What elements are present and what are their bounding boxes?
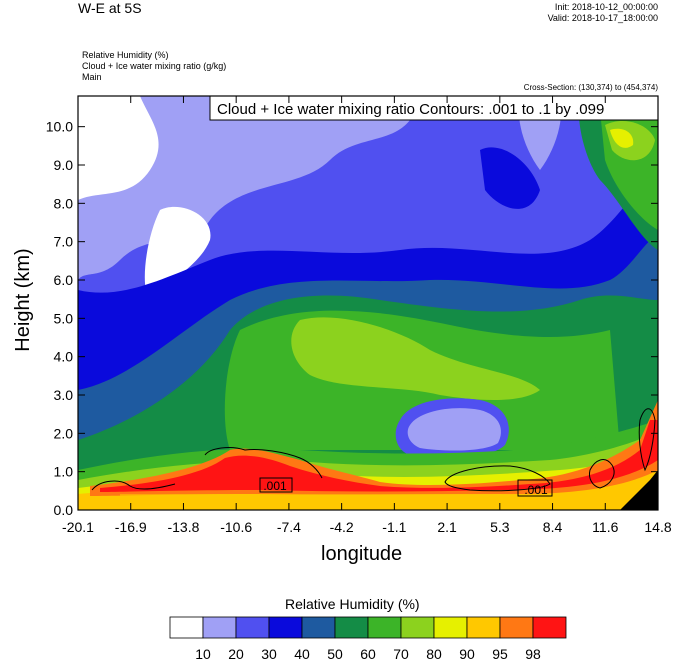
colorbar-swatch	[235, 616, 270, 639]
y-tick-label: 8.0	[54, 195, 74, 211]
colorbar-swatch	[367, 616, 402, 639]
colorbar-swatch	[268, 616, 303, 639]
y-tick-label: 10.0	[46, 119, 73, 135]
y-tick-label: 0.0	[54, 502, 74, 518]
field-label-rh: Relative Humidity (%)	[82, 50, 169, 60]
field-label-main: Main	[82, 72, 102, 82]
rh-field	[78, 96, 658, 510]
colorbar: 10 20 30 40 50 60 70 80 90 95 98	[169, 616, 567, 662]
y-tick-label: 9.0	[54, 157, 74, 173]
colorbar-swatch	[202, 616, 237, 639]
cross-section-label: Cross-Section: (130,374) to (454,374)	[523, 83, 658, 92]
init-time: Init: 2018-10-12_00:00:00	[554, 2, 658, 12]
x-tick-label: 11.6	[592, 519, 618, 535]
colorbar-swatch	[532, 616, 567, 639]
contour-label-1: .001	[263, 479, 287, 493]
y-tick-label: 5.0	[54, 310, 74, 326]
y-tick-label: 1.0	[54, 464, 74, 480]
colorbar-label: 50	[327, 646, 343, 662]
cloud-contours	[91, 408, 656, 497]
colorbar-label: 70	[393, 646, 409, 662]
colorbar-label: 30	[261, 646, 277, 662]
colorbar-label: 90	[459, 646, 475, 662]
x-tick-label: -4.2	[330, 519, 354, 535]
y-tick-label: 7.0	[54, 234, 74, 250]
colorbar-swatch	[466, 616, 501, 639]
colorbar-label: 60	[360, 646, 376, 662]
colorbar-swatch	[400, 616, 435, 639]
x-tick-label: -13.8	[167, 519, 199, 535]
y-axis: 0.0 1.0 2.0 3.0 4.0 5.0 6.0 7.0 8.0 9.0 10.0	[46, 119, 658, 518]
x-tick-label: -16.9	[115, 519, 147, 535]
x-tick-label: 14.8	[644, 519, 671, 535]
x-tick-label: -10.6	[220, 519, 252, 535]
y-tick-label: 3.0	[54, 387, 74, 403]
colorbar-label: 80	[426, 646, 442, 662]
colorbar-title: Relative Humidity (%)	[285, 596, 420, 612]
y-tick-label: 4.0	[54, 349, 74, 365]
colorbar-swatch	[433, 616, 468, 639]
colorbar-label: 40	[294, 646, 310, 662]
y-tick-label: 2.0	[54, 425, 74, 441]
chart-title: W-E at 5S	[78, 0, 142, 16]
colorbar-label: 98	[525, 646, 541, 662]
x-tick-label: 5.3	[490, 519, 510, 535]
y-axis-label: Height (km)	[12, 248, 34, 352]
colorbar-swatch	[334, 616, 369, 639]
valid-time: Valid: 2018-10-17_18:00:00	[547, 13, 658, 23]
plot-frame	[77, 95, 659, 511]
colorbar-swatch	[301, 616, 336, 639]
colorbar-swatch	[169, 616, 204, 639]
contour-note: Cloud + Ice water mixing ratio Contours:…	[217, 101, 604, 118]
colorbar-label: 10	[195, 646, 211, 662]
colorbar-swatch	[499, 616, 534, 639]
x-tick-label: 8.4	[543, 519, 563, 535]
y-tick-label: 6.0	[54, 272, 74, 288]
colorbar-label: 20	[228, 646, 244, 662]
colorbar-label: 95	[492, 646, 508, 662]
x-tick-label: -20.1	[62, 519, 94, 535]
x-axis: -20.1 -16.9 -13.8 -10.6 -7.4 -4.2 -1.1 2.1 5.3 8.…	[62, 96, 672, 535]
x-tick-label: -1.1	[382, 519, 406, 535]
x-tick-label: -7.4	[277, 519, 301, 535]
x-axis-label: longitude	[321, 543, 403, 565]
field-label-cloud-ice: Cloud + Ice water mixing ratio (g/kg)	[82, 61, 227, 71]
x-tick-label: 2.1	[437, 519, 457, 535]
contour-label-2: .001	[524, 483, 548, 497]
